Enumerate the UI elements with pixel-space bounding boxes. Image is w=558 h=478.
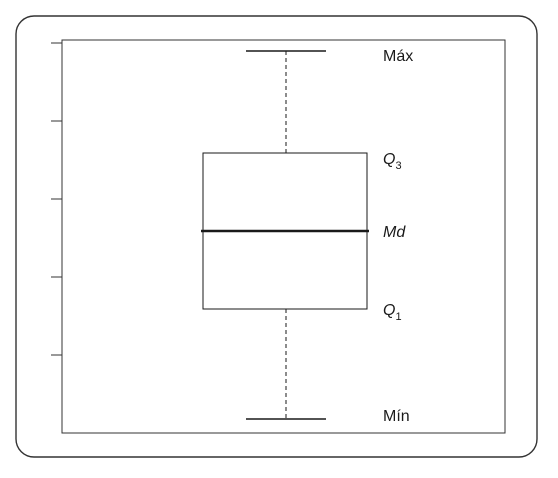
q1-subscript: 1 [395,311,401,323]
axis-ticks [51,42,62,356]
q3-letter: Q [383,151,395,168]
max-label: Máx [383,48,413,65]
q3-subscript: 3 [395,160,401,172]
min-label: Mín [383,408,410,425]
median-label: Md [383,224,406,241]
outer-frame [15,15,538,458]
q1-label: Q1 [383,302,402,323]
q3-label: Q3 [383,151,402,172]
q1-letter: Q [383,302,395,319]
plot-frame [61,39,506,434]
